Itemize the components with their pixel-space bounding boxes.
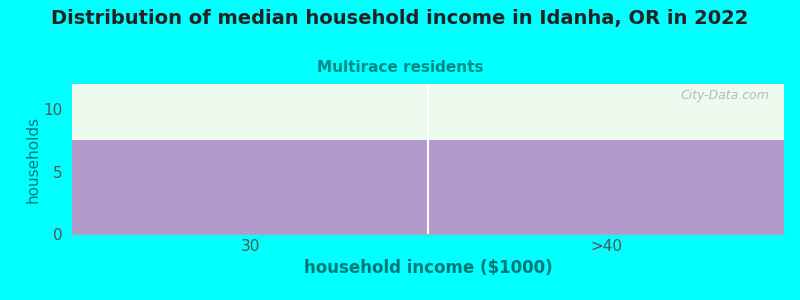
Text: Multirace residents: Multirace residents [317,60,483,75]
Bar [72,140,428,234]
Text: Distribution of median household income in Idanha, OR in 2022: Distribution of median household income … [51,9,749,28]
Y-axis label: households: households [26,116,40,202]
Bar [428,140,784,234]
X-axis label: household income ($1000): household income ($1000) [304,260,552,278]
Text: City-Data.com: City-Data.com [681,88,770,101]
